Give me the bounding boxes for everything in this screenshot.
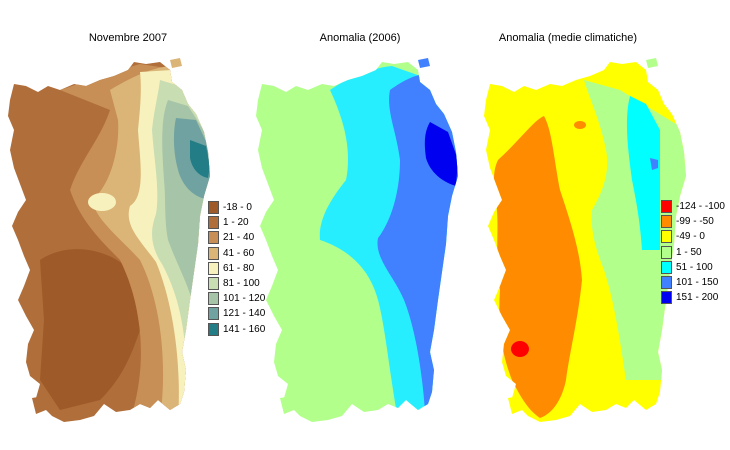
legend-label: -18 - 0 [223, 202, 252, 214]
legend-swatch [661, 260, 672, 274]
legend-swatch [208, 292, 219, 306]
legend-label: -99 - -50 [676, 216, 714, 228]
legend-label: 121 - 140 [223, 308, 266, 320]
legend-label: 41 - 60 [223, 247, 255, 259]
island-maddalena [170, 58, 182, 68]
map-title-anomaly-climate: Anomalia (medie climatiche) [498, 32, 638, 44]
legend-label: 51 - 100 [676, 261, 713, 273]
legend-november-2007: -18 - 0 1 - 20 21 - 40 41 - 60 61 - 80 81 - 1… [208, 200, 265, 337]
legend-item: -49 - 0 [661, 229, 725, 244]
legend-item: 51 - 100 [661, 260, 725, 275]
legend-swatch [208, 322, 219, 336]
legend-label: 81 - 100 [223, 278, 260, 290]
legend-item: 151 - 200 [661, 290, 725, 305]
legend-swatch [208, 307, 219, 321]
map-title-anomaly-2006: Anomalia (2006) [319, 32, 401, 44]
legend-item: 1 - 20 [208, 215, 265, 230]
legend-swatch [208, 216, 219, 230]
island-sant-antioco [280, 396, 294, 414]
legend-label: 61 - 80 [223, 262, 255, 274]
legend-swatch [208, 261, 219, 275]
legend-swatch [208, 277, 219, 291]
legend-item: -18 - 0 [208, 200, 265, 215]
legend-item: 101 - 120 [208, 291, 265, 306]
zone-141-160 [190, 140, 210, 178]
legend-label: 101 - 120 [223, 293, 266, 305]
island-sant-antioco [508, 396, 522, 414]
legend-label: 141 - 160 [223, 323, 266, 335]
zone-101-150 [650, 158, 658, 170]
legend-item: 121 - 140 [208, 306, 265, 321]
zone-minus99-spot [574, 121, 586, 129]
legend-swatch [208, 231, 219, 245]
map-anomaly-climate [484, 58, 686, 422]
legend-label: -124 - -100 [676, 201, 725, 213]
legend-item: 81 - 100 [208, 276, 265, 291]
legend-item: -124 - -100 [661, 199, 725, 214]
legend-swatch [661, 291, 672, 305]
legend-swatch [661, 215, 672, 229]
legend-label: 151 - 200 [676, 292, 719, 304]
legend-item: 1 - 50 [661, 245, 725, 260]
legend-swatch [661, 230, 672, 244]
map-november-2007 [8, 58, 210, 422]
legend-label: 1 - 50 [676, 246, 702, 258]
island-maddalena [646, 58, 658, 68]
zone-minus124-minus100 [511, 341, 529, 357]
legend-label: -49 - 0 [676, 231, 705, 243]
zone-minus18-0 [40, 249, 140, 410]
zone-51-100 [626, 96, 660, 250]
legend-swatch [661, 245, 672, 259]
legend-swatch [208, 201, 219, 215]
map-title-november-2007: Novembre 2007 [88, 32, 168, 44]
legend-item: 61 - 80 [208, 261, 265, 276]
island-maddalena [418, 58, 430, 68]
legend-swatch [661, 200, 672, 214]
legend-item: 21 - 40 [208, 230, 265, 245]
legend-anomaly-climate: -124 - -100 -99 - -50 -49 - 0 1 - 50 51 - 10… [661, 199, 725, 305]
island-sant-antioco [32, 396, 46, 414]
legend-swatch [661, 276, 672, 290]
map-anomaly-2006 [256, 58, 458, 422]
legend-item: 101 - 150 [661, 275, 725, 290]
legend-label: 21 - 40 [223, 232, 255, 244]
zone-1-50 [584, 80, 686, 380]
zone-navy [424, 122, 458, 186]
legend-item: 41 - 60 [208, 246, 265, 261]
legend-swatch [208, 246, 219, 260]
legend-label: 101 - 150 [676, 277, 719, 289]
legend-item: 141 - 160 [208, 322, 265, 337]
zone-61-80-spot [88, 193, 116, 211]
legend-item: -99 - -50 [661, 214, 725, 229]
legend-label: 1 - 20 [223, 217, 249, 229]
